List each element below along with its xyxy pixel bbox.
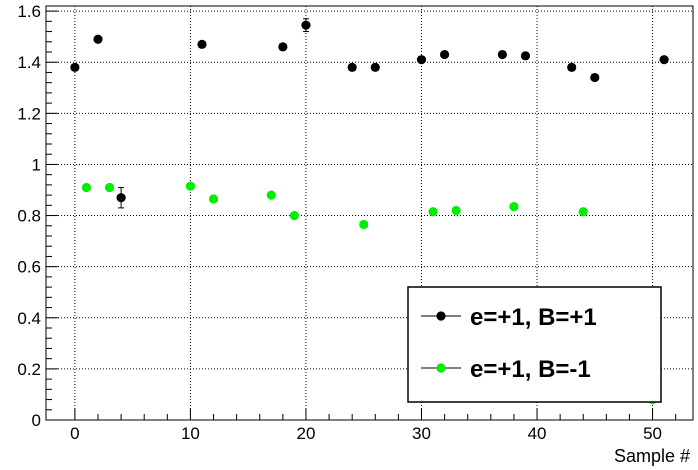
y-tick-label: 0.2 [17,360,41,379]
data-point [497,49,507,60]
y-tick-label: 0.6 [17,258,41,277]
data-point [567,62,577,72]
legend-label: e=+1, B=+1 [470,304,597,331]
data-point [359,219,369,230]
data-point [439,49,450,60]
legend: e=+1, B=+1 e=+1, B=-1 [407,286,662,403]
legend-marker [436,363,446,373]
x-axis-title: Sample # [614,446,690,466]
data-point [197,39,207,49]
series-layer [70,18,669,405]
x-tick-label: 20 [296,424,315,443]
data-point [301,20,311,30]
data-point [509,202,519,212]
y-tick-label: 1.6 [17,2,41,21]
legend-box [407,286,662,403]
x-tick-label: 0 [70,424,79,443]
grid [46,6,693,421]
y-tick-label: 1.2 [17,104,41,123]
data-point [590,72,600,83]
data-point [520,51,531,61]
data-point [289,210,300,221]
y-tick-label: 0.8 [17,207,41,226]
axes: 0 0.2 0.4 0.6 0.8 1 1.2 1.4 1.6 0 10 20 30 40 50 [17,2,677,443]
data-point [266,190,276,200]
x-tick-label: 50 [643,424,662,443]
data-point [347,62,357,72]
data-point [451,205,461,216]
data-point [578,207,588,217]
x-tick-label: 40 [528,424,547,443]
plot-frame [45,5,694,421]
data-point [428,207,438,217]
data-point [116,193,126,203]
x-tick-label: 30 [412,424,431,443]
legend-entry: e=+1, B=-1 [421,356,591,383]
legend-entries: e=+1, B=+1 e=+1, B=-1 [421,304,597,383]
data-point [659,55,669,65]
y-tick-label: 0.4 [17,309,41,328]
data-point [416,55,427,65]
y-tick-label: 0 [32,411,41,430]
legend-entry: e=+1, B=+1 [421,304,597,331]
data-point [104,182,115,193]
data-point [278,42,288,52]
y-tick-label: 1.4 [17,53,41,72]
legend-label: e=+1, B=-1 [470,356,591,383]
data-point [81,182,92,193]
legend-marker [436,311,446,321]
y-tick-label: 1 [32,155,41,174]
data-point [208,194,219,204]
data-point [93,34,103,44]
data-point [70,62,80,72]
data-point [185,181,196,191]
x-tick-label: 10 [181,424,200,443]
series [70,18,669,209]
data-point [370,62,380,72]
